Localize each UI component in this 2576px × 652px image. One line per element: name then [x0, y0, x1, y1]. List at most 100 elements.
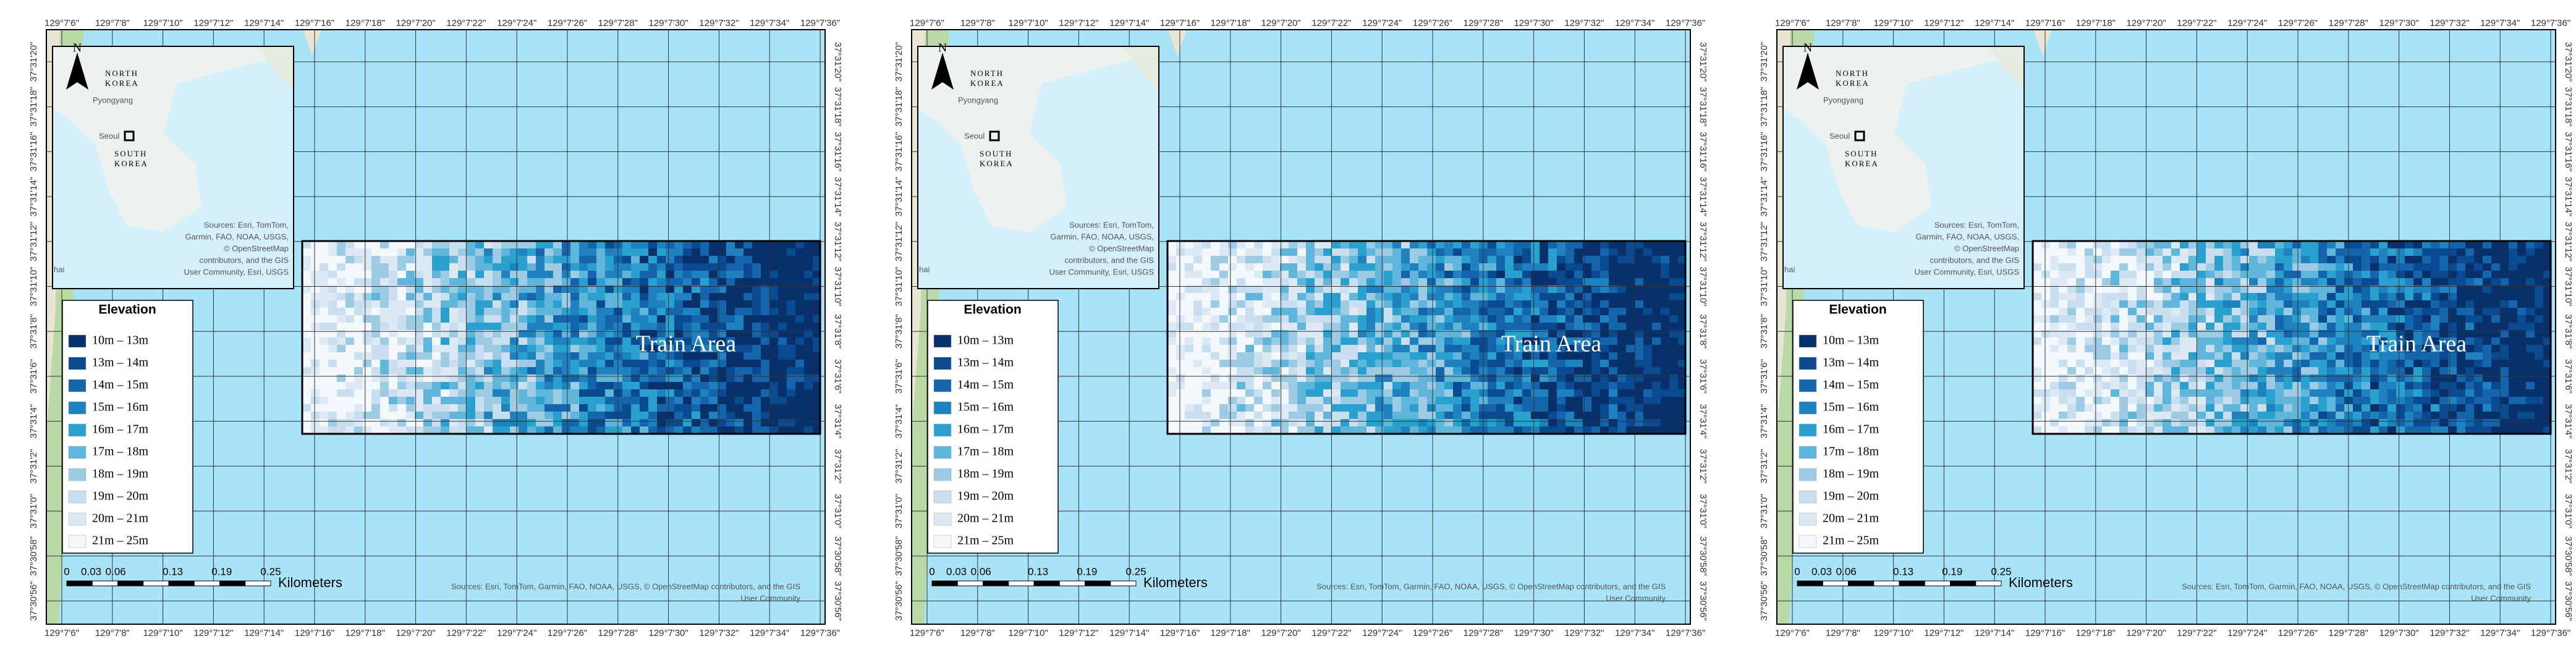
raster-cell	[2223, 308, 2232, 316]
raster-cell	[1531, 360, 1540, 368]
raster-cell	[1418, 323, 1428, 331]
raster-cell	[2232, 412, 2241, 420]
raster-cell	[605, 308, 614, 316]
raster-cell	[1514, 278, 1523, 286]
raster-cell	[640, 256, 649, 264]
raster-cell	[2188, 382, 2198, 390]
raster-cell	[804, 300, 813, 308]
raster-cell	[2517, 382, 2527, 390]
raster-cell	[804, 345, 813, 353]
raster-cell	[1488, 315, 1497, 323]
raster-cell	[1566, 263, 1575, 271]
raster-cell	[2249, 248, 2258, 256]
raster-cell	[2275, 300, 2284, 308]
raster-cell	[1401, 256, 1410, 264]
raster-cell	[2310, 315, 2319, 323]
raster-cell	[2543, 397, 2551, 405]
raster-cell	[640, 263, 649, 271]
raster-cell	[527, 367, 536, 375]
raster-cell	[354, 278, 363, 286]
raster-cell	[2465, 323, 2475, 331]
raster-cell	[2353, 382, 2362, 390]
raster-cell	[2327, 293, 2336, 301]
raster-cell	[1488, 389, 1497, 397]
raster-cell	[1323, 360, 1332, 368]
raster-cell	[2214, 426, 2224, 434]
raster-cell	[1574, 248, 1583, 256]
raster-cell	[415, 256, 424, 264]
raster-cell	[458, 241, 467, 249]
raster-cell	[1410, 323, 1419, 331]
raster-cell	[1401, 293, 1410, 301]
raster-cell	[2439, 323, 2449, 331]
raster-cell	[2249, 330, 2258, 338]
raster-cell	[2206, 263, 2215, 271]
raster-cell	[1271, 263, 1281, 271]
raster-cell	[1167, 404, 1177, 412]
raster-cell	[2535, 271, 2544, 279]
raster-cell	[458, 337, 467, 345]
raster-cell	[1332, 397, 1341, 405]
raster-cell	[1488, 263, 1497, 271]
raster-cell	[2387, 248, 2397, 256]
raster-cell	[2111, 367, 2120, 375]
raster-cell	[2431, 241, 2440, 249]
raster-cell	[1522, 315, 1532, 323]
raster-cell	[700, 352, 710, 360]
raster-cell	[709, 426, 718, 434]
raster-cell	[2284, 345, 2293, 353]
raster-cell	[1583, 278, 1592, 286]
raster-cell	[2085, 345, 2094, 353]
raster-cell	[1271, 323, 1281, 331]
raster-cell	[761, 241, 770, 249]
raster-cell	[406, 360, 415, 368]
longitude-label: 129°7'8"	[960, 628, 995, 638]
raster-cell	[2284, 382, 2293, 390]
raster-cell	[1315, 315, 1324, 323]
raster-cell	[1323, 382, 1332, 390]
raster-cell	[1237, 300, 1246, 308]
raster-cell	[588, 315, 597, 323]
raster-cell	[657, 308, 666, 316]
raster-cell	[320, 352, 329, 360]
raster-cell	[761, 389, 770, 397]
raster-cell	[510, 352, 519, 360]
raster-cell	[1297, 323, 1307, 331]
raster-cell	[1297, 345, 1307, 353]
raster-cell	[1211, 248, 1220, 256]
raster-cell	[458, 426, 467, 434]
raster-cell	[2258, 271, 2267, 279]
raster-cell	[2301, 286, 2310, 294]
raster-cell	[1540, 345, 1549, 353]
raster-cell	[510, 248, 519, 256]
raster-cell	[1410, 263, 1419, 271]
raster-cell	[1436, 263, 1445, 271]
raster-cell	[2284, 241, 2293, 249]
raster-cell	[778, 330, 787, 338]
raster-cell	[657, 375, 666, 383]
raster-cell	[1488, 397, 1497, 405]
raster-cell	[761, 345, 770, 353]
raster-cell	[2448, 360, 2457, 368]
raster-cell	[1652, 360, 1661, 368]
raster-cell	[501, 345, 511, 353]
raster-cell	[726, 404, 735, 412]
raster-cell	[2422, 382, 2431, 390]
raster-cell	[2085, 293, 2094, 301]
raster-cell	[1167, 308, 1177, 316]
longitude-label: 129°7'10"	[1008, 18, 1048, 28]
raster-cell	[778, 263, 787, 271]
raster-cell	[1410, 278, 1419, 286]
longitude-label: 129°7'14"	[1109, 628, 1149, 638]
raster-cell	[2474, 278, 2483, 286]
raster-cell	[1600, 286, 1609, 294]
raster-cell	[1185, 315, 1194, 323]
raster-cell	[1306, 375, 1315, 383]
raster-cell	[787, 426, 796, 434]
raster-cell	[2292, 300, 2302, 308]
raster-cell	[371, 375, 381, 383]
raster-cell	[406, 412, 415, 420]
raster-cell	[605, 241, 614, 249]
raster-cell	[1531, 426, 1540, 434]
raster-cell	[2491, 315, 2501, 323]
